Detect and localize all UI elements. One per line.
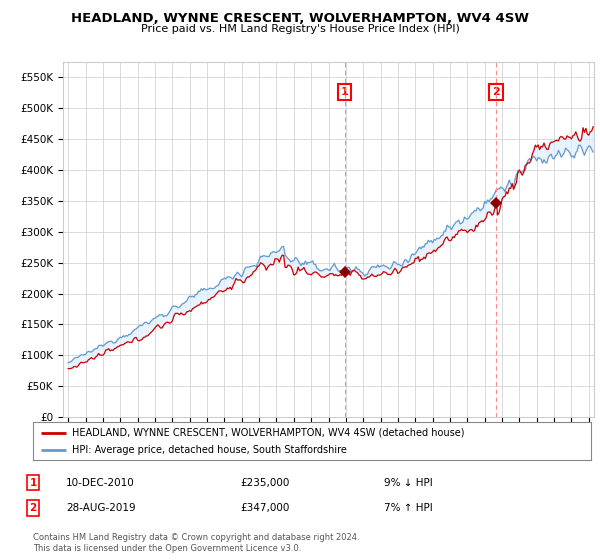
Text: 2: 2 [29,503,37,513]
Text: 28-AUG-2019: 28-AUG-2019 [66,503,136,513]
Text: 1: 1 [341,87,349,97]
Text: 1: 1 [29,478,37,488]
Text: HEADLAND, WYNNE CRESCENT, WOLVERHAMPTON, WV4 4SW: HEADLAND, WYNNE CRESCENT, WOLVERHAMPTON,… [71,12,529,25]
Text: 7% ↑ HPI: 7% ↑ HPI [384,503,433,513]
Text: Price paid vs. HM Land Registry's House Price Index (HPI): Price paid vs. HM Land Registry's House … [140,24,460,34]
Text: HEADLAND, WYNNE CRESCENT, WOLVERHAMPTON, WV4 4SW (detached house): HEADLAND, WYNNE CRESCENT, WOLVERHAMPTON,… [72,427,464,437]
Text: Contains HM Land Registry data © Crown copyright and database right 2024.
This d: Contains HM Land Registry data © Crown c… [33,533,359,553]
Text: 2: 2 [492,87,500,97]
Text: £235,000: £235,000 [240,478,289,488]
Text: £347,000: £347,000 [240,503,289,513]
Text: 9% ↓ HPI: 9% ↓ HPI [384,478,433,488]
Text: HPI: Average price, detached house, South Staffordshire: HPI: Average price, detached house, Sout… [72,445,347,455]
Text: 10-DEC-2010: 10-DEC-2010 [66,478,135,488]
